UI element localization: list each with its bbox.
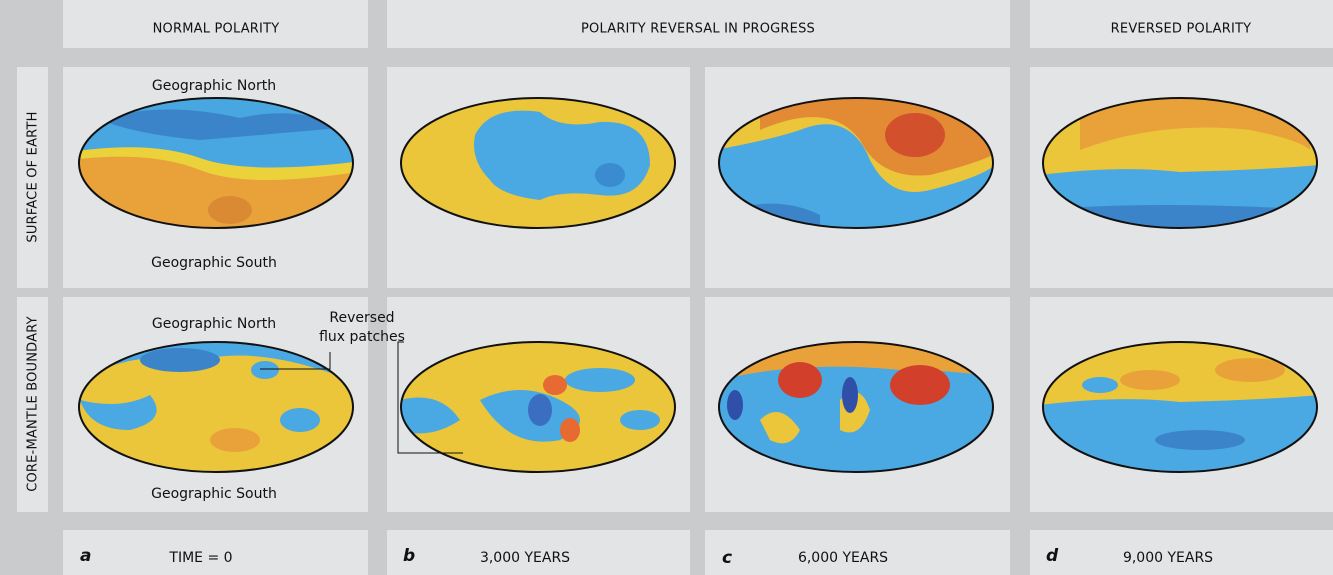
- map-outline: [78, 341, 1318, 473]
- step-time: 6,000 YEARS: [798, 550, 888, 566]
- pole-label: Geographic South: [151, 255, 277, 271]
- step-letter: a: [80, 546, 91, 566]
- step-letter: c: [722, 548, 732, 568]
- map: [401, 98, 675, 228]
- step-time: 9,000 YEARS: [1123, 550, 1213, 566]
- row-label: CORE-MANTLE BOUNDARY: [26, 316, 41, 492]
- annotation: Reversed: [329, 310, 394, 326]
- column-header: POLARITY REVERSAL IN PROGRESS: [581, 22, 815, 37]
- map: [401, 342, 675, 472]
- step-time: TIME = 0: [168, 550, 232, 566]
- step-letter: d: [1046, 546, 1059, 566]
- annotation: flux patches: [319, 329, 405, 345]
- map-outline: [78, 97, 1318, 229]
- row-label: SURFACE OF EARTH: [26, 111, 41, 242]
- step-letter: b: [403, 546, 415, 566]
- map: [1043, 98, 1317, 228]
- pole-label: Geographic South: [151, 486, 277, 502]
- step-time: 3,000 YEARS: [480, 550, 570, 566]
- map: [719, 342, 993, 472]
- column-header: REVERSED POLARITY: [1111, 22, 1252, 37]
- annotation-lines: [260, 341, 463, 454]
- pole-label: Geographic North: [152, 78, 276, 94]
- column-header: NORMAL POLARITY: [153, 22, 280, 37]
- map: [1043, 342, 1317, 472]
- map: [79, 98, 353, 228]
- pole-label: Geographic North: [152, 316, 276, 332]
